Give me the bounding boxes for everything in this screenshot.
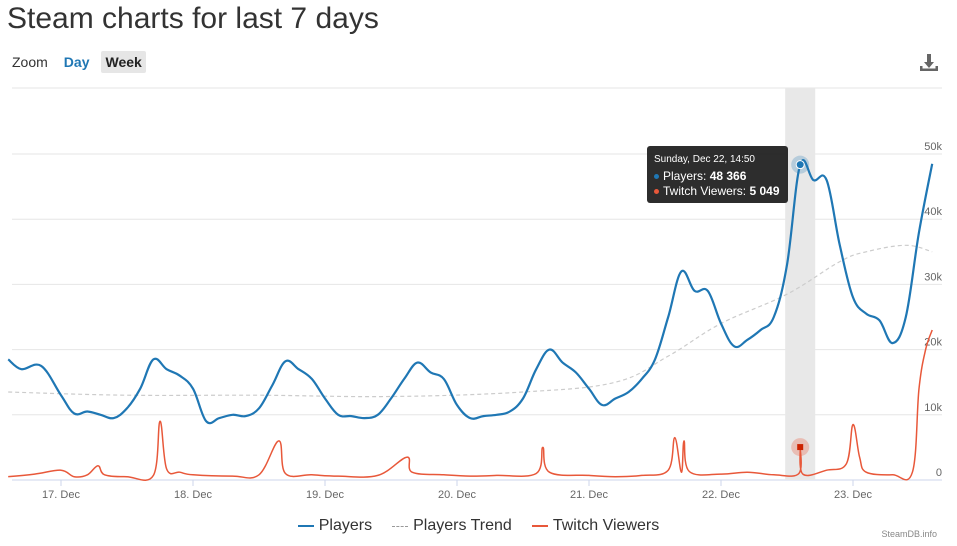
legend-label-twitch-viewers: Twitch Viewers bbox=[552, 517, 660, 534]
x-tick-label: 22. Dec bbox=[702, 489, 740, 501]
tooltip-players-value: 48 366 bbox=[709, 169, 747, 183]
y-tick-label: 30k bbox=[924, 271, 942, 283]
legend-item-players-trend[interactable]: Players Trend bbox=[392, 517, 512, 535]
tooltip-twitch-label: Twitch Viewers: bbox=[663, 184, 750, 198]
legend-label-players-trend: Players Trend bbox=[413, 517, 512, 534]
y-tick-label: 10k bbox=[924, 402, 942, 414]
steamdb-credit: SteamDB.info bbox=[881, 529, 937, 539]
chart-grid bbox=[12, 87, 942, 481]
x-tick-label: 21. Dec bbox=[570, 489, 608, 501]
x-axis-ticks: 17. Dec 18. Dec 19. Dec 20. Dec 21. Dec 22. D… bbox=[42, 480, 872, 501]
twitch-line-icon bbox=[531, 525, 548, 527]
players-dot-icon bbox=[654, 173, 659, 179]
players-trend-line bbox=[8, 244, 933, 398]
y-tick-label: 50k bbox=[924, 141, 942, 153]
legend-label-players: Players bbox=[318, 517, 373, 534]
twitch-viewers-line bbox=[8, 329, 933, 482]
twitch-dot-icon bbox=[654, 188, 659, 194]
chart-tooltip: Sunday, Dec 22, 14:50 Players: 48 366 Tw… bbox=[647, 146, 788, 203]
page-title: Steam charts for last 7 days bbox=[7, 2, 379, 35]
twitch-hover-marker bbox=[797, 444, 804, 451]
x-tick-label: 19. Dec bbox=[306, 489, 344, 501]
x-tick-label: 17. Dec bbox=[42, 489, 80, 501]
download-icon[interactable] bbox=[918, 52, 940, 74]
tooltip-twitch-row: Twitch Viewers: 5 049 bbox=[654, 184, 781, 199]
hover-markers bbox=[791, 155, 810, 457]
x-tick-label: 20. Dec bbox=[438, 489, 476, 501]
y-tick-label: 40k bbox=[924, 206, 942, 218]
tooltip-title: Sunday, Dec 22, 14:50 bbox=[654, 154, 755, 165]
tooltip-players-row: Players: 48 366 bbox=[654, 169, 781, 184]
zoom-bar: Zoom Day Week bbox=[12, 51, 154, 73]
zoom-label: Zoom bbox=[12, 54, 48, 70]
trend-dashed-line-icon bbox=[392, 525, 409, 527]
y-tick-label: 0 bbox=[936, 467, 942, 479]
players-line-icon bbox=[297, 525, 314, 527]
tooltip-twitch-value: 5 049 bbox=[749, 184, 780, 198]
x-tick-label: 18. Dec bbox=[174, 489, 212, 501]
zoom-week-button[interactable]: Week bbox=[101, 51, 146, 73]
tooltip-players-label: Players: bbox=[663, 169, 710, 183]
chart-series bbox=[7, 159, 934, 482]
chart-legend: Players Players Trend Twitch Viewers bbox=[0, 517, 957, 535]
x-tick-label: 23. Dec bbox=[834, 489, 872, 501]
steam-chart: 17. Dec 18. Dec 19. Dec 20. Dec 21. Dec 22. D… bbox=[7, 87, 942, 501]
players-line bbox=[7, 159, 934, 425]
legend-item-twitch-viewers[interactable]: Twitch Viewers bbox=[531, 517, 660, 535]
legend-item-players[interactable]: Players bbox=[297, 517, 373, 535]
zoom-day-button[interactable]: Day bbox=[63, 54, 90, 70]
hover-highlight-band bbox=[785, 88, 816, 480]
players-hover-marker bbox=[795, 160, 805, 170]
